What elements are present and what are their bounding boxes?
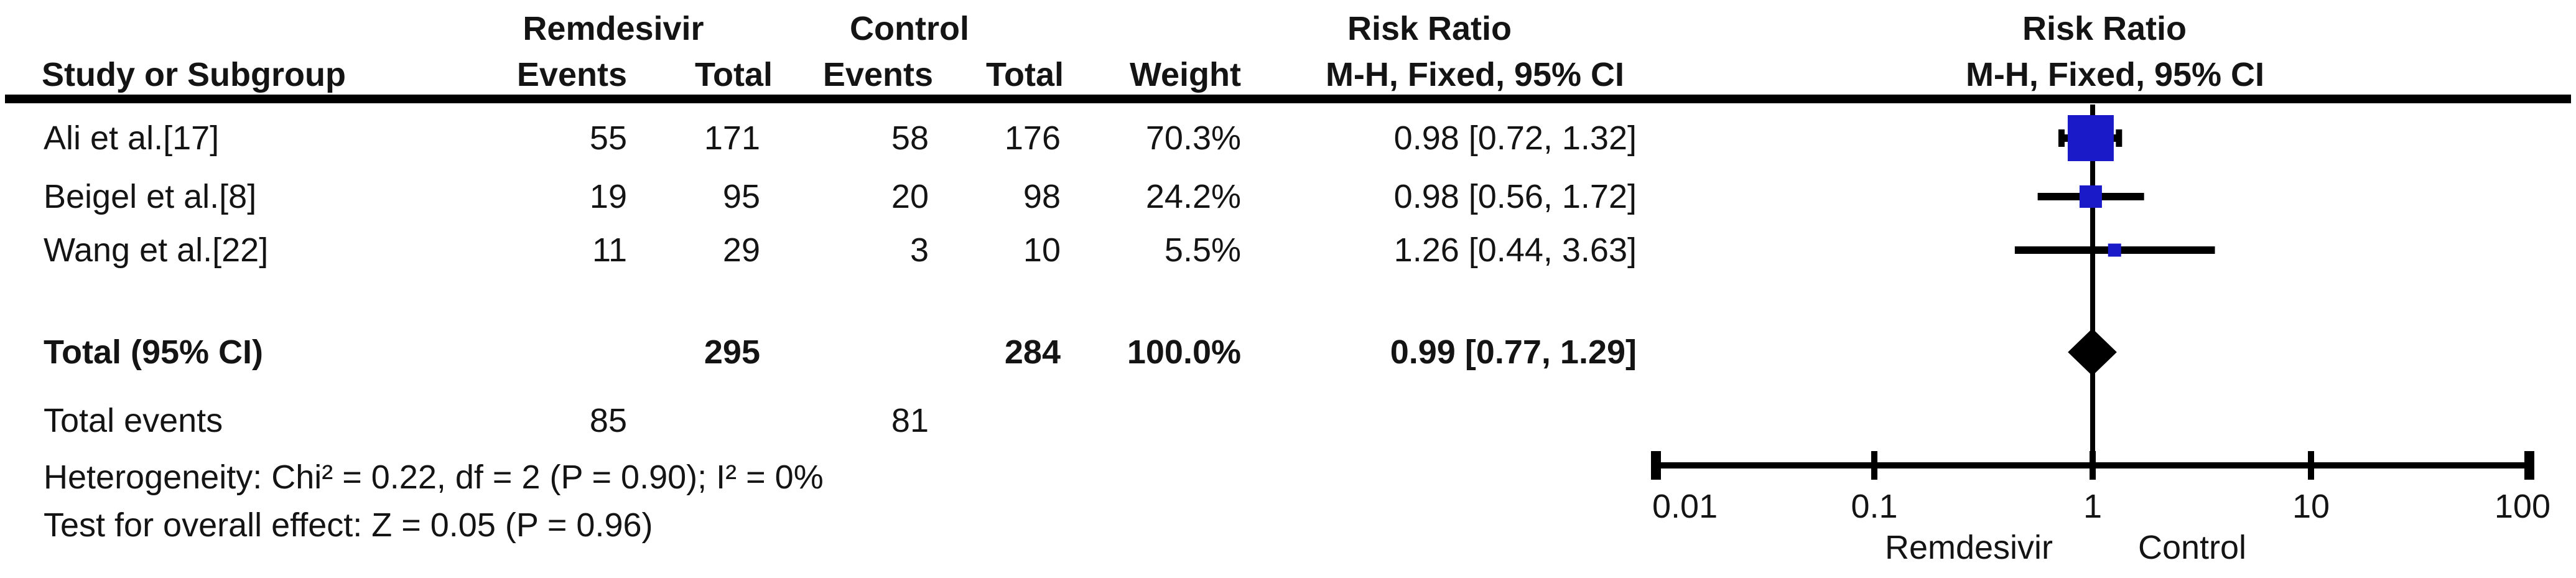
ci-cap-right [2116,129,2123,147]
ci-cap-left [2058,129,2065,147]
total-rr-ci: 0.99 [0.77, 1.29] [1390,333,1637,371]
total-control-value: 98 [1023,178,1061,215]
total-weight: 100.0% [1127,333,1241,371]
null-effect-line [2090,105,2095,465]
effect-square [2079,185,2102,208]
x-axis-tick [1651,451,1661,480]
group-header-risk-ratio: Risk Ratio [1347,10,1512,47]
col-header-events-control: Events [822,56,933,93]
effect-square [2108,243,2121,257]
total-events-remdesivir: 85 [589,402,627,439]
events-remdesivir-value: 11 [592,231,627,269]
x-axis-tick [2308,451,2314,480]
plot-header-risk-ratio: Risk Ratio [2022,10,2187,47]
rr-ci-value: 0.98 [0.56, 1.72] [1393,178,1637,215]
col-header-study: Study or Subgroup [42,56,346,93]
study-label: Ali et al.[17] [44,119,220,157]
col-header-total-remdesivir: Total [695,56,773,93]
total-control-value: 10 [1023,231,1061,269]
x-tick-label: 10 [2292,488,2330,525]
study-label: Wang et al.[22] [44,231,269,269]
events-control-value: 3 [909,231,929,269]
x-axis-tick [2524,451,2534,480]
plot-header-method: M-H, Fixed, 95% CI [1965,56,2265,93]
total-remdesivir-value: 95 [722,178,760,215]
events-remdesivir-value: 19 [589,178,627,215]
axis-left-label: Remdesivir [1885,529,2053,566]
weight-value: 70.3% [1145,119,1241,157]
weight-value: 5.5% [1164,231,1241,269]
overall-effect-text: Test for overall effect: Z = 0.05 (P = 0… [44,506,653,544]
x-axis-tick [2090,451,2096,480]
total-events-label: Total events [44,402,223,439]
axis-right-label: Control [2138,529,2246,566]
study-label: Beigel et al.[8] [44,178,257,215]
heterogeneity-text: Heterogeneity: Chi² = 0.22, df = 2 (P = … [44,459,824,496]
total-control-value: 176 [1004,119,1061,157]
total-remdesivir-value: 29 [722,231,760,269]
x-tick-label: 0.1 [1851,488,1897,525]
total-label: Total (95% CI) [44,333,264,371]
total-control-sum: 284 [1004,333,1061,371]
total-remdesivir-sum: 295 [704,333,760,371]
header-rule [5,95,2571,103]
rr-ci-value: 0.98 [0.72, 1.32] [1393,119,1637,157]
col-header-total-control: Total [986,56,1064,93]
group-header-control: Control [850,10,969,47]
pooled-diamond [2068,329,2117,376]
events-control-value: 20 [891,178,929,215]
weight-value: 24.2% [1145,178,1241,215]
x-tick-label: 100 [2495,488,2550,525]
col-header-events-remdesivir: Events [516,56,627,93]
rr-ci-value: 1.26 [0.44, 3.63] [1393,231,1637,269]
x-axis-tick [1871,451,1877,480]
x-tick-label: 0.01 [1652,488,1718,525]
group-header-remdesivir: Remdesivir [523,10,704,47]
effect-square [2067,115,2114,161]
total-remdesivir-value: 171 [704,119,760,157]
col-header-weight: Weight [1130,56,1241,93]
x-tick-label: 1 [2083,488,2102,525]
events-control-value: 58 [891,119,929,157]
total-events-control: 81 [891,402,929,439]
events-remdesivir-value: 55 [589,119,627,157]
col-header-method: M-H, Fixed, 95% CI [1325,56,1625,93]
